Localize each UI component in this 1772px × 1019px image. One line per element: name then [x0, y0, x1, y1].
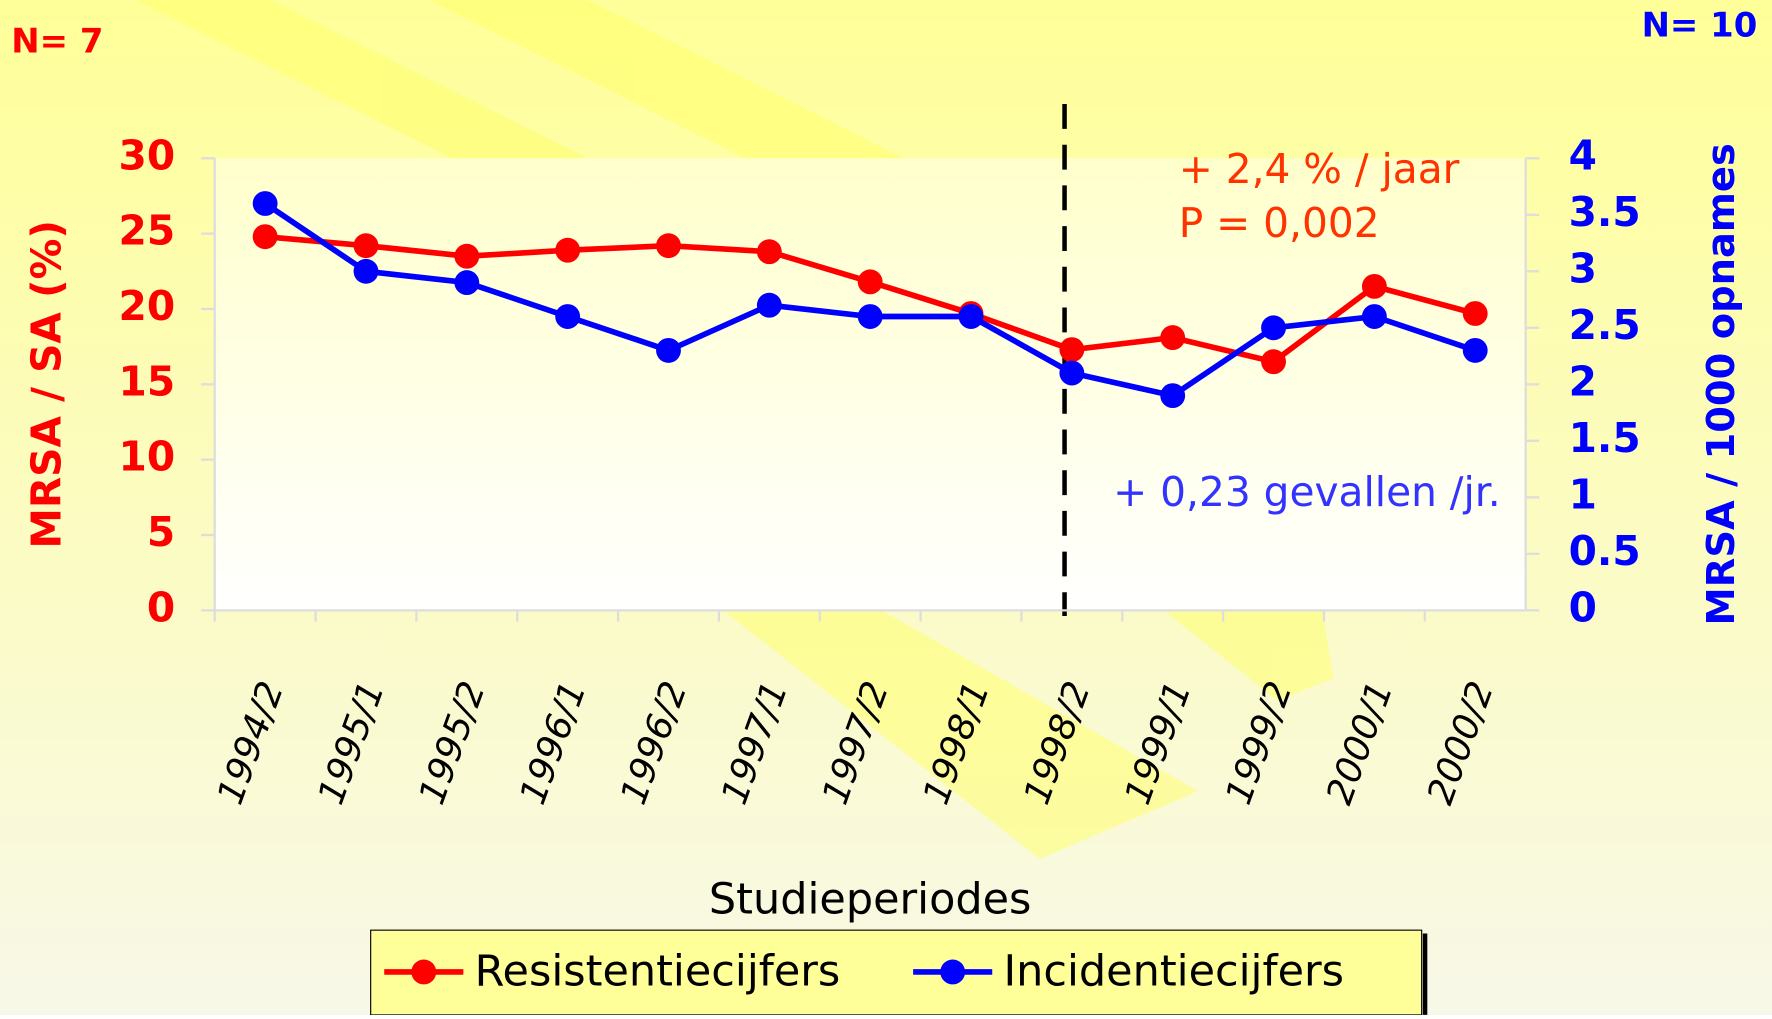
- data-point: [252, 191, 278, 216]
- y2-tick-label: 0: [1569, 583, 1597, 631]
- data-point: [1160, 383, 1186, 409]
- legend: [370, 929, 1423, 1016]
- data-point: [454, 243, 480, 269]
- y2-axis-label: MRSA / 1000 opnames: [1699, 143, 1744, 625]
- data-point: [1160, 325, 1186, 351]
- y2-tick-label: 0.5: [1569, 527, 1641, 575]
- data-point: [1059, 337, 1085, 363]
- annotation: + 2,4 % / jaar: [1179, 145, 1460, 193]
- stripes: [135, 0, 1334, 859]
- y-tick-label: 25: [119, 207, 176, 255]
- data-point: [958, 304, 984, 329]
- y2-tick-label: 3.5: [1569, 188, 1641, 236]
- data-point: [555, 237, 581, 263]
- y2-tick-label: 2.5: [1569, 301, 1641, 349]
- y2-tick-label: 1: [1569, 470, 1597, 518]
- y-tick-label: 20: [119, 282, 176, 330]
- legend-label: Incidentiecijfers: [1004, 947, 1345, 997]
- y-tick-label: 0: [147, 583, 175, 631]
- data-point: [1261, 349, 1286, 375]
- y2-tick-label: 3: [1569, 244, 1597, 292]
- data-point: [353, 258, 379, 284]
- right-note: N= 10: [1642, 6, 1758, 45]
- data-point: [756, 292, 782, 318]
- y2-tick-label: 1.5: [1569, 414, 1641, 462]
- data-point: [656, 233, 681, 259]
- legend-label: Resistentiecijfers: [475, 947, 841, 997]
- data-point: [1361, 273, 1387, 299]
- data-point: [1059, 360, 1085, 386]
- annotation: P = 0,002: [1179, 199, 1380, 247]
- legend-marker: [940, 959, 966, 985]
- data-point: [857, 269, 883, 295]
- annotation: + 0,23 gevallen /jr.: [1113, 468, 1501, 516]
- data-point: [857, 304, 883, 329]
- y-tick-label: 15: [119, 357, 176, 405]
- data-point: [1462, 337, 1488, 363]
- y2-tick-label: 2: [1569, 357, 1597, 405]
- y-tick-label: 30: [119, 131, 176, 179]
- data-point: [353, 233, 379, 259]
- data-point: [1361, 304, 1387, 329]
- y-tick-label: 5: [147, 508, 175, 556]
- data-point: [756, 239, 782, 265]
- data-point: [555, 304, 581, 329]
- data-point: [454, 270, 480, 296]
- data-point: [1261, 315, 1286, 341]
- left-note: N= 7: [11, 22, 103, 61]
- y-tick-label: 10: [119, 433, 176, 481]
- y-axis-label: MRSA / SA (%): [23, 220, 71, 549]
- data-point: [656, 337, 681, 363]
- x-axis-label: Studieperiodes: [709, 874, 1031, 924]
- plot-area: [214, 158, 1526, 611]
- y2-tick-label: 4: [1569, 131, 1597, 179]
- data-point: [1462, 301, 1488, 326]
- legend-marker: [411, 959, 437, 985]
- data-point: [252, 224, 278, 250]
